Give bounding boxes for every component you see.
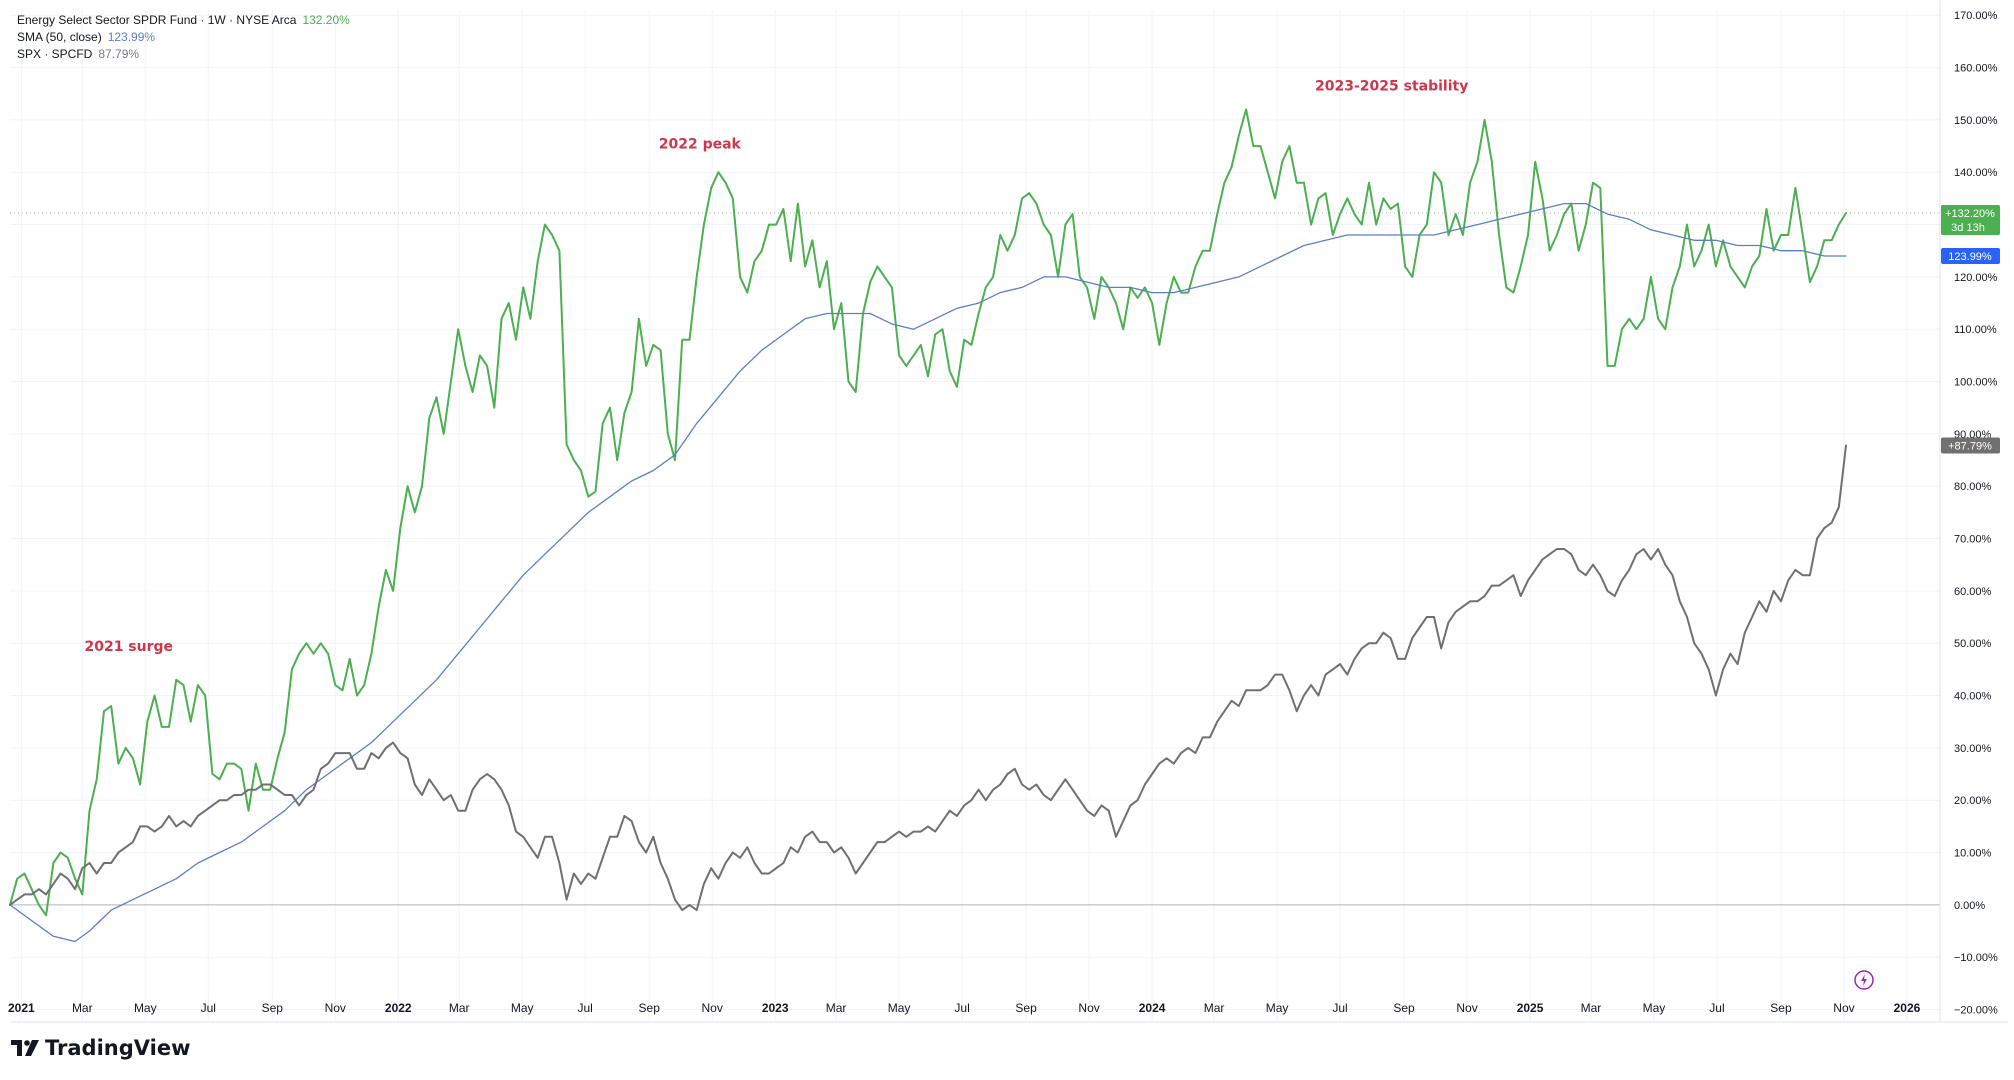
y-tick-label: 20.00% <box>1954 795 1992 807</box>
x-tick-label: 2025 <box>1517 1001 1544 1015</box>
series-line-etf <box>9 108 1847 917</box>
lightning-icon-ring[interactable] <box>1854 970 1874 990</box>
x-tick-label: Sep <box>262 1001 284 1015</box>
brand-name: TradingView <box>45 1036 191 1060</box>
tradingview-logo-icon <box>11 1040 39 1056</box>
spx-badge-value: +87.79% <box>1948 440 1992 452</box>
x-tick-label: Jul <box>201 1001 216 1015</box>
y-tick-label: 40.00% <box>1954 691 1992 703</box>
annotation-label: 2022 peak <box>659 137 742 153</box>
y-tick-label: 50.00% <box>1954 638 1992 650</box>
annotation-label: 2021 surge <box>84 639 173 655</box>
x-tick-label: Mar <box>72 1001 93 1015</box>
x-tick-label: Mar <box>1204 1001 1225 1015</box>
x-tick-label: Sep <box>1015 1001 1037 1015</box>
x-tick-label: May <box>888 1001 911 1015</box>
chart-grid <box>10 10 1940 1020</box>
legend-sma-title: SMA (50, close) <box>17 30 102 44</box>
x-tick-label: Nov <box>1456 1001 1477 1015</box>
sma-badge-value: 123.99% <box>1948 251 1992 263</box>
legend-row-etf[interactable]: Energy Select Sector SPDR Fund · 1W · NY… <box>17 12 350 29</box>
y-tick-label: 0.00% <box>1954 900 1985 912</box>
sma-badge-value-bg <box>1941 248 2000 265</box>
etf-badge-bg <box>1941 205 2000 236</box>
x-tick-label: Nov <box>1833 1001 1854 1015</box>
legend-sma-value: 123.99% <box>107 30 156 44</box>
spx-badge-value-bg <box>1941 437 2000 454</box>
legend-spx-title: SPX · SPCFD <box>17 47 93 61</box>
legend-row-spx[interactable]: SPX · SPCFD 87.79% <box>17 46 350 63</box>
y-tick-label: 60.00% <box>1954 586 1992 598</box>
y-tick-label: 150.00% <box>1954 115 1998 127</box>
y-tick-label: 170.00% <box>1954 10 1998 22</box>
x-tick-label: 2022 <box>385 1001 412 1015</box>
x-tick-label: Nov <box>1078 1001 1099 1015</box>
y-tick-label: 100.00% <box>1954 377 1998 389</box>
legend-etf-value: 132.20% <box>302 13 350 27</box>
price-badges: +132.20% 3d 13h 123.99% +87.79% <box>1941 205 2000 454</box>
x-tick-label: May <box>1643 1001 1666 1015</box>
y-tick-label: 10.00% <box>1954 848 1992 860</box>
x-tick-label: May <box>511 1001 534 1015</box>
x-tick-label: Jul <box>1332 1001 1347 1015</box>
chart-legend: Energy Select Sector SPDR Fund · 1W · NY… <box>17 12 350 63</box>
x-tick-label: Mar <box>1581 1001 1602 1015</box>
y-tick-label: −20.00% <box>1954 1005 1998 1017</box>
y-tick-label: 140.00% <box>1954 167 1998 179</box>
legend-etf-title: Energy Select Sector SPDR Fund · 1W · NY… <box>17 13 297 27</box>
y-tick-label: 120.00% <box>1954 272 1998 284</box>
chart-misc <box>1854 970 1874 990</box>
x-tick-label: 2021 <box>8 1001 35 1015</box>
x-tick-label: Sep <box>1393 1001 1415 1015</box>
x-tick-label: Sep <box>1770 1001 1792 1015</box>
x-tick-label: 2026 <box>1894 1001 1921 1015</box>
x-tick-label: Jul <box>1709 1001 1724 1015</box>
tradingview-logo[interactable]: TradingView <box>11 1036 190 1060</box>
chart-annotations: 2021 surge 2022 peak 2023-2025 stability <box>84 79 1468 655</box>
x-tick-label: Mar <box>826 1001 847 1015</box>
legend-spx-value: 87.79% <box>98 47 140 61</box>
x-tick-label: Nov <box>325 1001 346 1015</box>
y-tick-label: −10.00% <box>1954 952 1998 964</box>
x-tick-label: 2024 <box>1139 1001 1166 1015</box>
etf-badge-value: +132.20% <box>1945 208 1995 220</box>
x-tick-label: May <box>134 1001 157 1015</box>
x-axis: 2021 Mar May Jul Sep Nov 2022 Mar May Jul Sep Nov 20… <box>8 1001 2008 1023</box>
y-tick-label: 30.00% <box>1954 743 1992 755</box>
y-tick-label: 70.00% <box>1954 534 1992 546</box>
x-tick-label: Jul <box>578 1001 593 1015</box>
lightning-icon[interactable] <box>1861 974 1867 986</box>
legend-row-sma[interactable]: SMA (50, close) 123.99% <box>17 29 350 46</box>
x-tick-label: Nov <box>702 1001 723 1015</box>
etf-badge-countdown: 3d 13h <box>1951 222 1985 234</box>
x-tick-label: Jul <box>954 1001 969 1015</box>
chart-lines <box>9 108 1940 943</box>
series-line-spx <box>9 444 1847 912</box>
x-tick-label: May <box>1266 1001 1289 1015</box>
y-tick-label: 80.00% <box>1954 481 1992 493</box>
x-tick-label: Mar <box>449 1001 470 1015</box>
y-tick-label: 110.00% <box>1954 324 1997 336</box>
series-line-sma <box>9 202 1847 943</box>
y-axis[interactable]: −20.00% −10.00% 0.00% 10.00% 20.00% 30.00% 40.… <box>1939 0 1998 1022</box>
annotation-label: 2023-2025 stability <box>1315 79 1468 95</box>
y-tick-label: 160.00% <box>1954 63 1998 75</box>
x-tick-label: Sep <box>639 1001 661 1015</box>
x-tick-label: 2023 <box>762 1001 789 1015</box>
